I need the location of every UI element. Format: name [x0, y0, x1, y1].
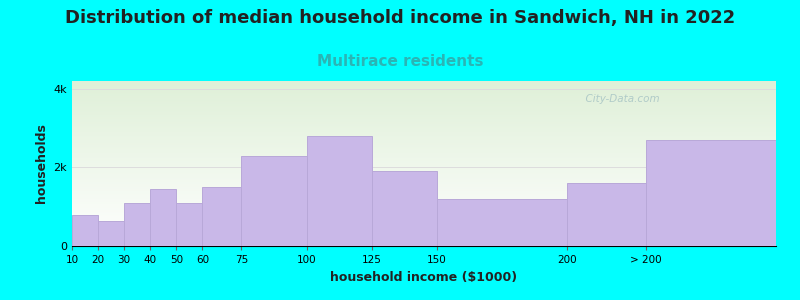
Bar — [202, 187, 242, 246]
Bar — [437, 199, 567, 246]
Bar — [242, 156, 306, 246]
Text: City-Data.com: City-Data.com — [579, 94, 659, 104]
Text: Multirace residents: Multirace residents — [317, 54, 483, 69]
X-axis label: household income ($1000): household income ($1000) — [330, 271, 518, 284]
Bar — [150, 189, 176, 246]
Bar — [306, 136, 372, 246]
Bar — [372, 171, 437, 246]
Y-axis label: households: households — [35, 124, 48, 203]
Bar — [176, 203, 202, 246]
Bar — [567, 183, 646, 246]
Bar — [124, 203, 150, 246]
Text: Distribution of median household income in Sandwich, NH in 2022: Distribution of median household income … — [65, 9, 735, 27]
Bar — [98, 221, 124, 246]
Bar — [646, 140, 776, 246]
Bar — [72, 214, 98, 246]
